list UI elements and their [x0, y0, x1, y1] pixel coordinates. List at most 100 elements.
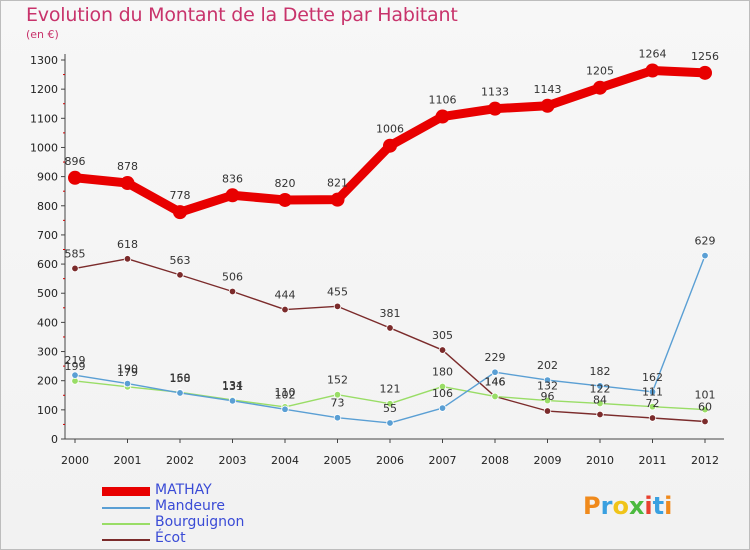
data-point — [438, 404, 447, 412]
data-label: 179 — [117, 366, 138, 379]
data-label: 160 — [170, 371, 191, 384]
data-point — [543, 407, 552, 415]
x-tick-label: 2005 — [324, 454, 352, 467]
data-point — [540, 98, 555, 113]
y-tick-label: 700 — [37, 229, 58, 242]
data-point — [491, 392, 499, 401]
data-label: 60 — [698, 401, 712, 414]
logo-letter: i — [644, 492, 653, 520]
y-tick-label: 300 — [37, 346, 58, 359]
legend-label: Bourguignon — [155, 514, 245, 530]
legend-swatch — [102, 487, 150, 496]
x-tick-label: 2004 — [271, 454, 299, 467]
data-point — [596, 399, 604, 408]
data-label: 106 — [432, 387, 453, 400]
data-point — [596, 410, 604, 419]
data-label: 152 — [327, 374, 348, 387]
data-point — [435, 109, 450, 124]
data-point — [701, 251, 709, 260]
y-tick-label: 100 — [37, 404, 58, 417]
data-label: 1256 — [691, 50, 719, 63]
data-label: 836 — [222, 172, 243, 185]
y-tick-label: 500 — [37, 287, 58, 300]
data-label: 618 — [117, 238, 138, 251]
data-point — [278, 192, 292, 207]
data-point — [228, 287, 237, 296]
data-point — [330, 192, 345, 207]
data-point — [593, 80, 607, 95]
logo-letter: r — [600, 492, 613, 520]
y-tick-label: 200 — [37, 375, 58, 388]
x-tick-label: 2009 — [534, 454, 562, 467]
data-label: 820 — [275, 177, 296, 190]
data-label: 121 — [380, 383, 401, 396]
x-tick-label: 2007 — [429, 454, 457, 467]
data-point — [173, 205, 187, 220]
y-tick-label: 800 — [37, 200, 58, 213]
data-label: 73 — [331, 397, 345, 410]
data-label: 84 — [593, 394, 607, 407]
data-point — [491, 368, 499, 376]
data-label: 821 — [327, 177, 348, 190]
data-point — [386, 400, 394, 408]
y-tick-label: 1100 — [30, 112, 58, 125]
unit-label: (en €) — [26, 28, 59, 41]
x-tick-label: 2001 — [114, 454, 142, 467]
data-label: 878 — [117, 160, 138, 173]
x-tick-label: 2011 — [639, 454, 667, 467]
data-label: 146 — [485, 375, 506, 388]
data-point — [386, 419, 394, 427]
data-label: 55 — [383, 402, 397, 415]
y-tick-label: 900 — [37, 171, 58, 184]
data-point — [120, 176, 135, 191]
data-label: 1106 — [429, 94, 457, 107]
x-tick-label: 2002 — [166, 454, 194, 467]
proxiti-logo: Proxiti — [583, 492, 672, 520]
series-line-écot — [74, 258, 706, 423]
data-label: 202 — [537, 359, 558, 372]
logo-letter: x — [628, 492, 645, 520]
data-point — [333, 390, 342, 399]
data-point — [281, 305, 289, 314]
data-label: 180 — [432, 366, 453, 379]
data-point — [488, 101, 502, 116]
data-label: 1006 — [376, 123, 404, 136]
data-point — [701, 417, 709, 426]
data-point — [68, 170, 82, 185]
y-tick-label: 1300 — [30, 54, 58, 67]
x-tick-label: 2000 — [61, 454, 89, 467]
chart-title: Evolution du Montant de la Dette par Hab… — [26, 4, 458, 26]
data-label: 305 — [432, 329, 453, 342]
x-tick-label: 2006 — [376, 454, 404, 467]
data-point — [333, 414, 342, 422]
y-tick-label: 400 — [37, 316, 58, 329]
data-label: 110 — [275, 386, 296, 399]
x-tick-label: 2010 — [586, 454, 614, 467]
data-label: 896 — [65, 155, 86, 168]
legend-label: Mandeure — [155, 498, 225, 514]
data-label: 182 — [590, 365, 611, 378]
legend-label: Écot — [155, 530, 186, 546]
data-label: 146 — [485, 375, 506, 388]
x-tick-label: 2003 — [219, 454, 247, 467]
data-label: 1264 — [639, 47, 667, 60]
data-point — [71, 371, 79, 379]
data-point — [123, 255, 132, 263]
data-label: 229 — [485, 351, 506, 364]
data-point — [176, 271, 184, 279]
data-label: 444 — [275, 289, 296, 302]
data-point — [648, 388, 657, 396]
data-label: 162 — [642, 371, 663, 384]
legend-label: MATHAY — [155, 482, 212, 498]
data-point — [383, 138, 397, 153]
data-label: 132 — [537, 380, 558, 393]
x-tick-label: 2008 — [481, 454, 509, 467]
data-point — [281, 405, 289, 413]
data-label: 199 — [65, 360, 86, 373]
logo-letter: o — [612, 492, 629, 520]
data-label: 563 — [170, 254, 191, 267]
data-label: 190 — [117, 363, 138, 376]
logo-letter: i — [664, 492, 673, 520]
